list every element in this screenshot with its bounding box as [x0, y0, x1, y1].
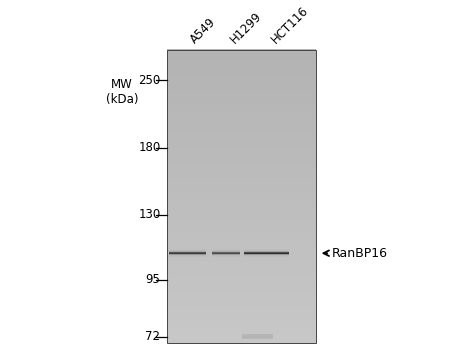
- Bar: [167, 287, 316, 292]
- Bar: [167, 317, 316, 321]
- Bar: [167, 207, 316, 211]
- Bar: [167, 163, 316, 167]
- Bar: [167, 156, 316, 159]
- Bar: [167, 203, 316, 207]
- Bar: [167, 199, 316, 204]
- Bar: [167, 112, 316, 116]
- Text: MW
(kDa): MW (kDa): [106, 78, 138, 106]
- Bar: [167, 119, 316, 123]
- Bar: [167, 167, 316, 171]
- Bar: [167, 251, 316, 255]
- Bar: [167, 159, 316, 163]
- Bar: [167, 306, 316, 310]
- Bar: [167, 218, 316, 222]
- Bar: [167, 328, 316, 332]
- Bar: [167, 126, 316, 130]
- Text: 180: 180: [138, 141, 160, 155]
- Bar: [167, 196, 316, 200]
- Bar: [167, 266, 316, 269]
- Bar: [167, 79, 316, 83]
- Bar: [167, 86, 316, 90]
- Bar: [167, 236, 316, 240]
- Bar: [167, 192, 316, 196]
- Bar: [167, 185, 316, 189]
- Bar: [167, 232, 316, 236]
- Bar: [167, 298, 316, 302]
- Bar: [167, 320, 316, 324]
- Bar: [167, 82, 316, 86]
- Bar: [167, 152, 316, 156]
- Bar: [167, 273, 316, 277]
- Bar: [167, 262, 316, 266]
- Bar: [167, 134, 316, 137]
- Bar: [167, 214, 316, 218]
- Bar: [167, 280, 316, 284]
- Bar: [167, 68, 316, 72]
- Text: RanBP16: RanBP16: [331, 247, 387, 260]
- Bar: [167, 170, 316, 174]
- Bar: [167, 276, 316, 281]
- Bar: [167, 53, 316, 57]
- Bar: [167, 93, 316, 97]
- Bar: [167, 57, 316, 61]
- Text: A549: A549: [187, 16, 218, 46]
- Text: 130: 130: [138, 209, 160, 221]
- Bar: [167, 291, 316, 295]
- Text: 95: 95: [145, 273, 160, 286]
- Bar: [167, 221, 316, 225]
- Bar: [167, 61, 316, 64]
- Bar: [167, 258, 316, 262]
- Bar: [167, 97, 316, 101]
- Text: 72: 72: [145, 330, 160, 343]
- Bar: [167, 75, 316, 79]
- Bar: [167, 244, 316, 247]
- Bar: [167, 181, 316, 185]
- Bar: [167, 71, 316, 75]
- Bar: [167, 64, 316, 68]
- Bar: [167, 189, 316, 193]
- Bar: [167, 247, 316, 251]
- Bar: [167, 240, 316, 244]
- Bar: [167, 339, 316, 343]
- Bar: [167, 50, 316, 343]
- Bar: [167, 174, 316, 178]
- Bar: [167, 178, 316, 182]
- Bar: [167, 269, 316, 273]
- Bar: [167, 210, 316, 215]
- Bar: [167, 255, 316, 258]
- Bar: [167, 335, 316, 339]
- Bar: [167, 101, 316, 105]
- Bar: [167, 284, 316, 288]
- Bar: [167, 49, 316, 53]
- Bar: [167, 229, 316, 233]
- Bar: [167, 130, 316, 134]
- Bar: [167, 90, 316, 94]
- Bar: [167, 104, 316, 108]
- Bar: [167, 148, 316, 152]
- Text: 250: 250: [138, 74, 160, 87]
- Bar: [167, 324, 316, 328]
- Bar: [167, 115, 316, 119]
- Bar: [167, 313, 316, 317]
- Text: HCT116: HCT116: [268, 4, 310, 46]
- Bar: [167, 302, 316, 306]
- Bar: [167, 141, 316, 145]
- Text: H1299: H1299: [228, 10, 264, 46]
- Bar: [167, 331, 316, 335]
- Bar: [167, 137, 316, 141]
- Bar: [167, 225, 316, 229]
- Bar: [167, 145, 316, 148]
- Bar: [167, 309, 316, 313]
- Bar: [167, 108, 316, 112]
- Bar: [167, 122, 316, 127]
- Bar: [167, 295, 316, 299]
